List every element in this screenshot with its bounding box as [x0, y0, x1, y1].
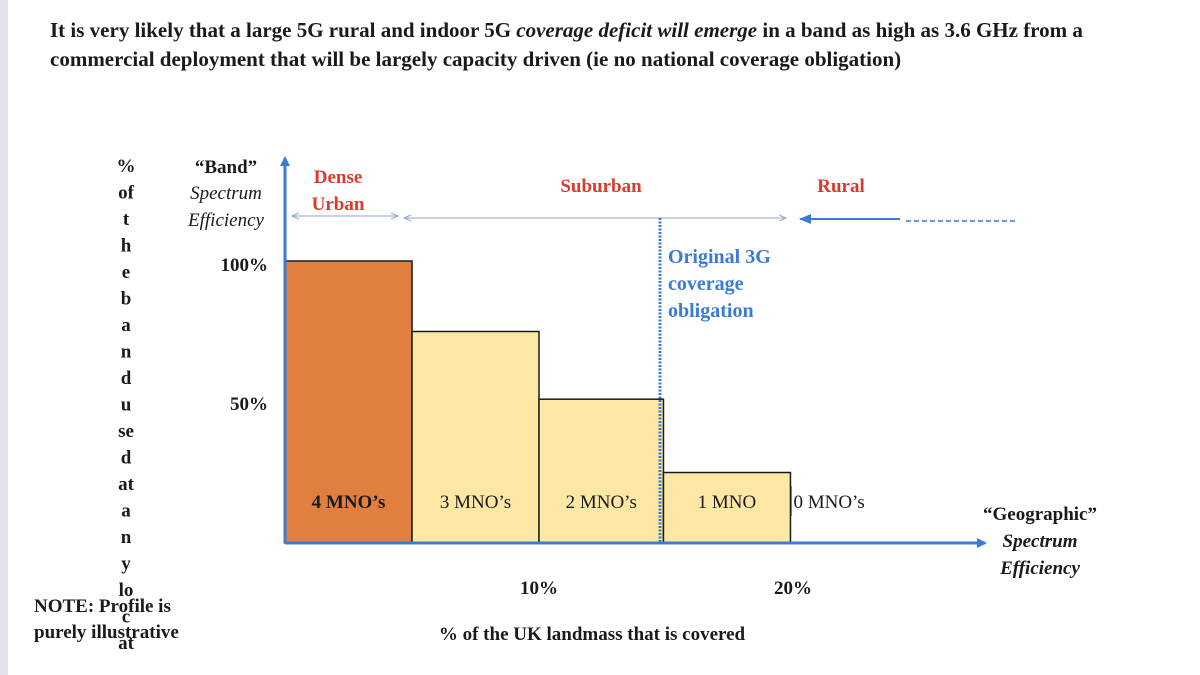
headline-part-2: in a band as high as 3.6 GHz from a comm… [50, 18, 1083, 71]
x-tick-label-1: 10% [520, 578, 558, 599]
y-label-fragment-16: y [121, 554, 131, 575]
y-label-fragment-1: % [117, 156, 136, 177]
headline-italic: coverage deficit will emerge [516, 18, 758, 42]
y-label-fragment-17: lo [119, 580, 134, 601]
region-label-suburban: Suburban [560, 176, 642, 197]
bar-4 [662, 471, 792, 544]
slide [8, 0, 1200, 675]
x-axis-label: % of the UK landmass that is covered [439, 624, 746, 645]
bar-label-1: 4 MNO’s [312, 492, 386, 513]
y-label-fragment-6: b [121, 289, 132, 310]
y-label-fragment-7: a [121, 315, 131, 336]
illustrative-note: NOTE: Profile is purely illustrative [34, 596, 179, 643]
y-label-fragment-10: u [121, 395, 132, 416]
y-label-fragment-18: c [122, 607, 130, 628]
y-label-fragment-15: n [121, 527, 132, 548]
region-label-dense: Dense [314, 167, 363, 188]
headline-part-1: It is very likely that a large 5G rural … [50, 18, 517, 42]
y-tick-label-2: 50% [230, 394, 268, 415]
bar-label-5: 0 MNO’s [793, 492, 864, 513]
x-axis-title-line-3: Efficiency [999, 558, 1080, 579]
y-axis-title-line-3: Efficiency [187, 210, 265, 231]
y-label-fragment-19: at [118, 633, 135, 654]
obligation-label-line-2: coverage [668, 273, 744, 295]
x-axis-title-line-2: Spectrum [1003, 531, 1078, 552]
y-label-fragment-9: d [121, 368, 132, 389]
y-label-fragment-13: at [118, 474, 135, 495]
y-label-fragment-8: n [121, 342, 132, 363]
y-label-fragment-3: t [123, 209, 130, 230]
y-axis-title-line-2: Spectrum [190, 183, 262, 204]
y-label-fragment-5: e [122, 262, 130, 283]
bar-1 [284, 260, 413, 544]
y-label-fragment-2: of [118, 183, 135, 204]
obligation-label-line-1: Original 3G [668, 246, 771, 268]
x-axis-title-line-1: “Geographic” [983, 504, 1097, 525]
y-axis-title-line-1: “Band” [195, 157, 257, 178]
y-label-fragment-4: h [121, 236, 132, 257]
window-edge [0, 0, 8, 675]
bar-label-3: 2 MNO’s [566, 492, 637, 513]
region-label-urban: Urban [312, 194, 365, 215]
y-label-fragment-12: d [121, 448, 132, 469]
obligation-label-line-3: obligation [668, 300, 754, 322]
bar-2 [411, 330, 540, 544]
y-tick-label-1: 100% [221, 255, 269, 276]
x-tick-label-2: 20% [774, 578, 812, 599]
bar-3 [538, 398, 665, 544]
slide-headline: It is very likely that a large 5G rural … [50, 16, 1170, 74]
bar-label-2: 3 MNO’s [440, 492, 511, 513]
y-label-fragment-14: a [121, 501, 131, 522]
region-label-rural: Rural [817, 176, 865, 197]
y-label-fragment-11: se [118, 421, 134, 442]
bar-label-4: 1 MNO [698, 492, 757, 513]
